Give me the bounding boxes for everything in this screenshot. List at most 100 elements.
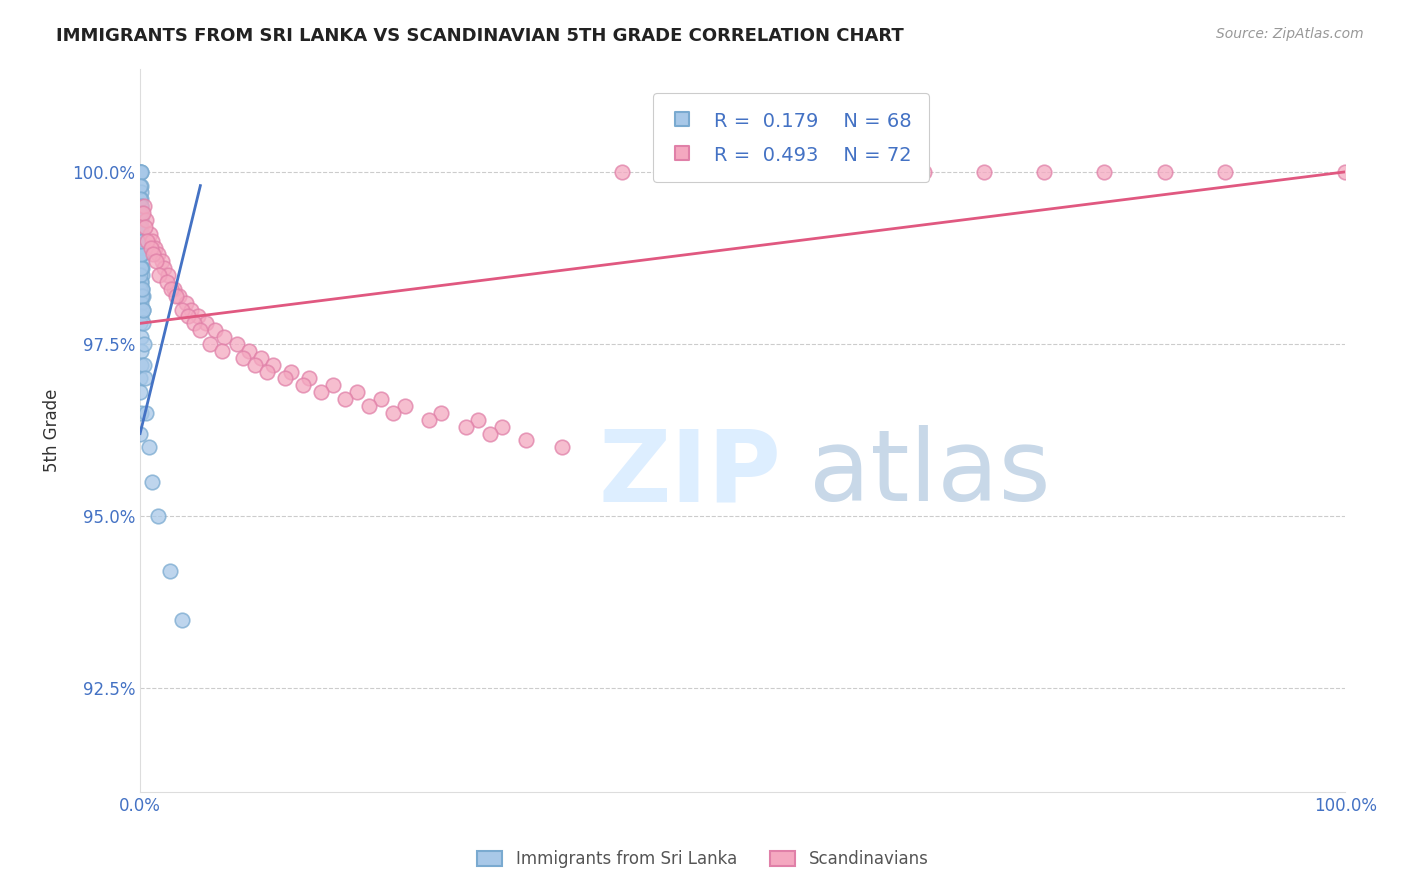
Point <box>163 282 186 296</box>
Point <box>129 234 152 248</box>
Text: atlas: atlas <box>808 425 1050 522</box>
Point <box>129 234 152 248</box>
Point <box>1033 165 1056 179</box>
Point <box>204 323 226 337</box>
Point <box>467 413 489 427</box>
Point <box>177 310 200 324</box>
Point <box>134 358 156 372</box>
Point <box>183 317 205 331</box>
Point <box>731 165 754 179</box>
Point <box>129 247 152 261</box>
Text: ZIP: ZIP <box>598 425 780 522</box>
Point <box>912 165 935 179</box>
Point <box>129 317 152 331</box>
Point <box>129 261 152 276</box>
Point <box>394 399 416 413</box>
Point <box>131 289 153 303</box>
Point <box>129 406 152 420</box>
Point <box>129 199 152 213</box>
Point <box>129 213 152 227</box>
Point <box>370 392 392 406</box>
Point <box>333 392 356 406</box>
Point <box>141 475 163 489</box>
Point <box>131 206 153 220</box>
Point <box>129 247 152 261</box>
Point <box>129 178 152 193</box>
Point <box>165 289 187 303</box>
Point <box>129 219 152 234</box>
Point <box>129 289 152 303</box>
Point <box>298 371 321 385</box>
Point <box>131 268 153 282</box>
Point <box>129 199 152 213</box>
Point <box>172 613 194 627</box>
Point <box>129 219 152 234</box>
Point <box>225 337 247 351</box>
Point <box>129 178 152 193</box>
Point <box>852 165 875 179</box>
Point <box>129 371 152 385</box>
Point <box>136 234 159 248</box>
Y-axis label: 5th Grade: 5th Grade <box>44 388 60 472</box>
Point <box>131 241 153 255</box>
Point <box>148 268 170 282</box>
Text: IMMIGRANTS FROM SRI LANKA VS SCANDINAVIAN 5TH GRADE CORRELATION CHART: IMMIGRANTS FROM SRI LANKA VS SCANDINAVIA… <box>56 27 904 45</box>
Point <box>195 317 218 331</box>
Legend: Immigrants from Sri Lanka, Scandinavians: Immigrants from Sri Lanka, Scandinavians <box>471 844 935 875</box>
Point <box>131 234 153 248</box>
Point <box>129 219 152 234</box>
Point <box>159 564 181 578</box>
Point <box>129 295 152 310</box>
Point <box>174 295 197 310</box>
Point <box>129 385 152 400</box>
Point <box>792 165 814 179</box>
Point <box>153 261 176 276</box>
Point <box>232 351 254 365</box>
Point <box>612 165 634 179</box>
Point <box>129 282 152 296</box>
Point <box>131 254 153 268</box>
Point <box>129 186 152 200</box>
Point <box>190 323 212 337</box>
Point <box>145 254 167 268</box>
Point <box>129 206 152 220</box>
Point <box>134 219 156 234</box>
Point <box>129 193 152 207</box>
Point <box>129 310 152 324</box>
Point <box>132 317 155 331</box>
Point <box>322 378 344 392</box>
Point <box>134 371 156 385</box>
Point <box>1334 165 1357 179</box>
Point <box>172 302 194 317</box>
Point <box>515 434 537 448</box>
Point <box>129 193 152 207</box>
Point <box>135 213 157 227</box>
Point <box>180 302 202 317</box>
Point <box>131 282 153 296</box>
Point <box>135 406 157 420</box>
Point <box>382 406 405 420</box>
Point <box>146 509 169 524</box>
Point <box>143 241 166 255</box>
Point <box>131 219 153 234</box>
Text: Source: ZipAtlas.com: Source: ZipAtlas.com <box>1216 27 1364 41</box>
Point <box>129 358 152 372</box>
Point <box>141 234 163 248</box>
Point <box>256 365 278 379</box>
Point <box>129 426 152 441</box>
Point <box>491 419 513 434</box>
Point <box>131 282 153 296</box>
Point <box>671 165 693 179</box>
Point <box>129 302 152 317</box>
Point <box>160 282 183 296</box>
Point <box>129 165 152 179</box>
Point <box>973 165 995 179</box>
Point <box>132 199 155 213</box>
Point <box>131 302 153 317</box>
Point <box>129 165 152 179</box>
Point <box>1213 165 1236 179</box>
Point <box>129 268 152 282</box>
Point <box>142 247 165 261</box>
Point <box>131 247 153 261</box>
Point <box>291 378 314 392</box>
